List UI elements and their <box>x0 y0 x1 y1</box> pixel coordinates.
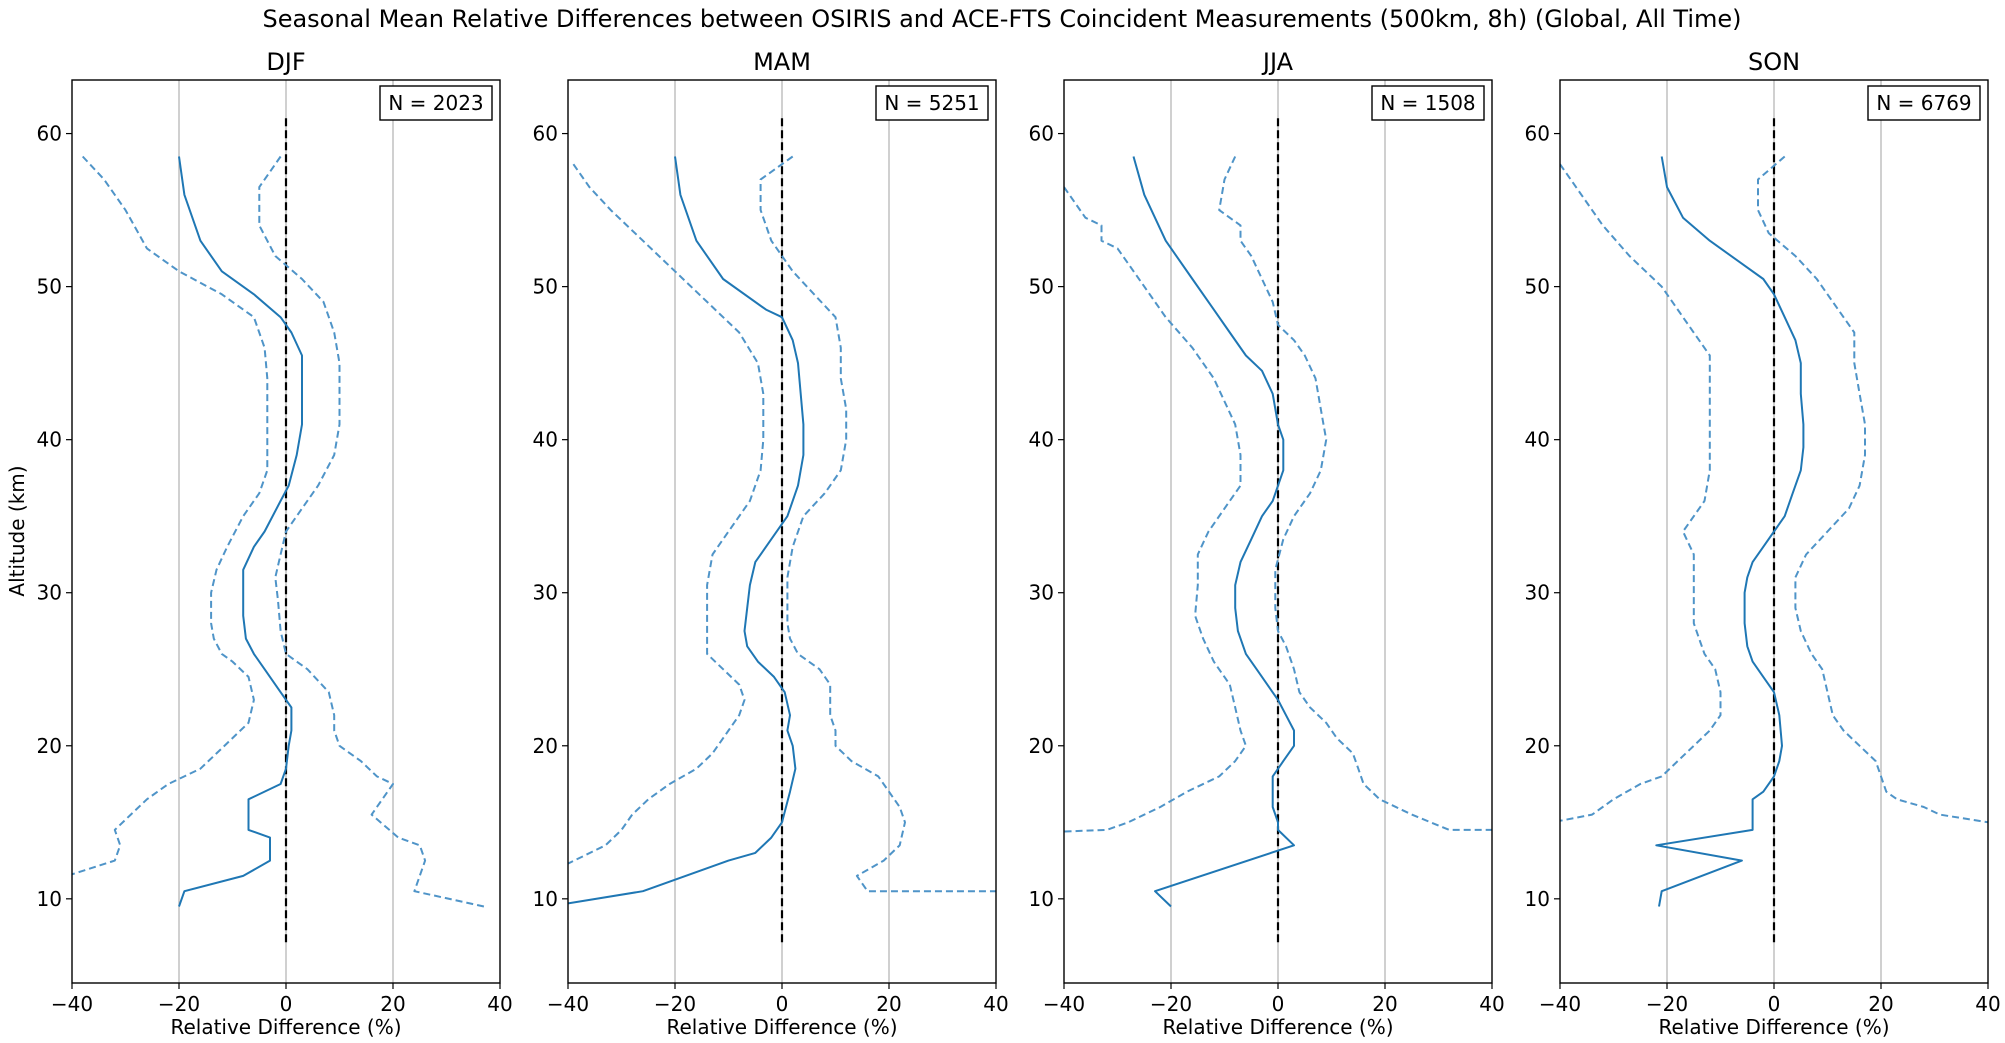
x-tick-label: −40 <box>547 992 589 1016</box>
x-tick-label: −20 <box>1150 992 1192 1016</box>
y-tick-label: 50 <box>1029 275 1054 299</box>
series-lower <box>568 163 765 865</box>
y-tick-label: 30 <box>1029 581 1054 605</box>
x-tick-label: 40 <box>1479 992 1504 1016</box>
x-tick-label: 0 <box>1768 992 1781 1016</box>
series-mean <box>178 156 303 907</box>
series-lower <box>1064 186 1247 833</box>
y-tick-label: 20 <box>1029 734 1054 758</box>
sample-count-label: N = 5251 <box>884 91 979 115</box>
y-tick-label: 10 <box>1525 887 1550 911</box>
y-tick-label: 30 <box>37 581 62 605</box>
y-tick-label: 60 <box>37 122 62 146</box>
x-tick-label: −20 <box>158 992 200 1016</box>
y-tick-label: 10 <box>1029 887 1054 911</box>
series-upper <box>258 155 485 908</box>
x-tick-label: −40 <box>51 992 93 1016</box>
series-upper <box>1218 156 1492 831</box>
y-tick-label: 50 <box>533 275 558 299</box>
x-tick-label: −20 <box>1646 992 1688 1016</box>
x-tick-label: −40 <box>1043 992 1085 1016</box>
y-tick-label: 20 <box>37 734 62 758</box>
sample-count-box <box>875 85 989 121</box>
x-tick-label: 0 <box>280 992 293 1016</box>
x-tick-label: −20 <box>654 992 696 1016</box>
subplot-mam: −40 −20 0 20 40 10 20 30 40 50 60 Relative Differen… <box>533 48 1009 1039</box>
series-upper <box>759 155 996 893</box>
x-tick-label: 20 <box>380 992 405 1016</box>
y-tick-label: 40 <box>533 428 558 452</box>
subplot-title: DJF <box>266 48 305 76</box>
subplot-djf: −40 −20 0 20 40 10 20 30 40 50 60 Relative Differen… <box>37 48 513 1039</box>
subplot-title: JJA <box>1261 48 1294 76</box>
y-tick-label: 20 <box>533 734 558 758</box>
x-tick-label: 40 <box>487 992 512 1016</box>
series-mean <box>1132 156 1295 908</box>
x-tick-label: 40 <box>983 992 1008 1016</box>
sample-count-box <box>1867 85 1981 121</box>
y-tick-label: 60 <box>1525 122 1550 146</box>
sample-count-label: N = 1508 <box>1380 91 1475 115</box>
y-tick-label: 10 <box>37 887 62 911</box>
subplot-son: −40 −20 0 20 40 10 20 30 40 50 60 Relative Differen… <box>1525 48 2001 1039</box>
x-tick-label: 0 <box>776 992 789 1016</box>
x-tick-label: 20 <box>876 992 901 1016</box>
y-tick-label: 40 <box>1029 428 1054 452</box>
y-tick-label: 20 <box>1525 734 1550 758</box>
subplots: −40 −20 0 20 40 10 20 30 40 50 60 Relative Differen… <box>37 48 2001 1039</box>
y-tick-label: 50 <box>37 275 62 299</box>
series-mean <box>568 156 805 905</box>
x-tick-label: 0 <box>1272 992 1285 1016</box>
figure-title: Seasonal Mean Relative Differences betwe… <box>262 5 1741 33</box>
subplot-title: SON <box>1748 48 1800 76</box>
subplot-title: MAM <box>753 48 811 76</box>
sample-count-label: N = 2023 <box>388 91 483 115</box>
sample-count-box <box>1371 85 1485 121</box>
y-tick-label: 60 <box>533 122 558 146</box>
x-axis-label: Relative Difference (%) <box>170 1015 401 1039</box>
y-tick-label: 30 <box>533 581 558 605</box>
y-tick-label: 50 <box>1525 275 1550 299</box>
x-axis-label: Relative Difference (%) <box>1162 1015 1393 1039</box>
series-lower <box>72 155 269 876</box>
y-tick-label: 30 <box>1525 581 1550 605</box>
x-tick-label: 20 <box>1868 992 1893 1016</box>
y-tick-label: 60 <box>1029 122 1054 146</box>
series-lower <box>1560 163 1722 822</box>
x-tick-label: 20 <box>1372 992 1397 1016</box>
subplot-jja: −40 −20 0 20 40 10 20 30 40 50 60 Relative Differen… <box>1029 48 1505 1039</box>
series-upper <box>1757 155 1988 824</box>
sample-count-label: N = 6769 <box>1876 91 1971 115</box>
x-tick-label: −40 <box>1539 992 1581 1016</box>
sample-count-box <box>379 85 493 121</box>
series-mean <box>1655 156 1805 907</box>
y-tick-label: 40 <box>37 428 62 452</box>
x-axis-label: Relative Difference (%) <box>666 1015 897 1039</box>
y-tick-label: 40 <box>1525 428 1550 452</box>
y-axis-label: Altitude (km) <box>5 465 29 596</box>
x-tick-label: 40 <box>1975 992 2000 1016</box>
y-tick-label: 10 <box>533 887 558 911</box>
x-axis-label: Relative Difference (%) <box>1658 1015 1889 1039</box>
